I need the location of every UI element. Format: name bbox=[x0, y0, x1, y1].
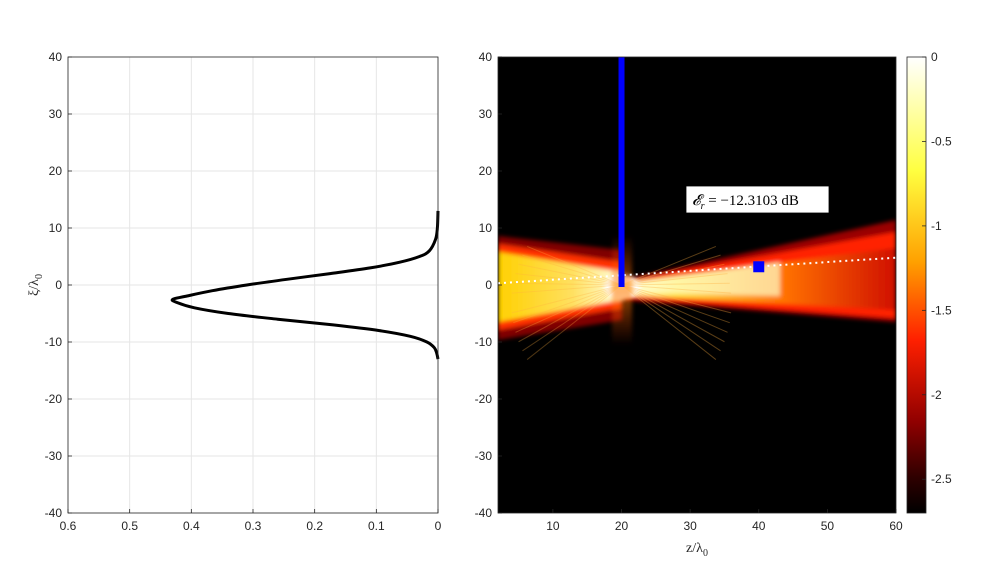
ripple-line bbox=[513, 282, 622, 286]
left-x-tick-label: 0.5 bbox=[121, 519, 138, 533]
ripple-line bbox=[621, 284, 732, 314]
right-y-ticks: 40 30 20 10 0 -10 -20 -30 -40 bbox=[475, 50, 502, 520]
ripple-line bbox=[621, 245, 717, 286]
ripple-line bbox=[621, 284, 717, 360]
ripple-line bbox=[518, 263, 622, 286]
left-x-ticks: 0.6 0.5 0.4 0.3 0.2 0.1 0 bbox=[60, 509, 442, 533]
ripple-line bbox=[526, 284, 622, 360]
left-panel: 0.6 0.5 0.4 0.3 0.2 0.1 0 40 30 20 10 0 -10 -20 -30 -4… bbox=[27, 50, 442, 533]
target-marker bbox=[753, 261, 765, 273]
ray-path bbox=[497, 256, 897, 285]
left-y-tick-label: 10 bbox=[49, 221, 63, 235]
diffraction-glow bbox=[612, 235, 632, 345]
ripple-line bbox=[522, 284, 622, 352]
ripple-line bbox=[621, 284, 725, 343]
ripple-line bbox=[515, 273, 622, 286]
right-x-tick-label: 60 bbox=[889, 519, 903, 533]
ripple-line bbox=[621, 284, 728, 333]
right-y-tick-label: -40 bbox=[475, 506, 493, 520]
right-y-tick-label: 0 bbox=[485, 278, 492, 292]
left-y-ticks: 40 30 20 10 0 -10 -20 -30 -40 bbox=[45, 50, 72, 520]
colorbar-gradient bbox=[907, 57, 926, 513]
right-x-tick-label: 10 bbox=[546, 519, 560, 533]
colorbar-tick-label: -0.5 bbox=[931, 134, 952, 148]
ripple-line bbox=[511, 284, 622, 294]
left-x-tick-label: 0.3 bbox=[245, 519, 262, 533]
ripple-line bbox=[621, 282, 730, 286]
ripple-line bbox=[621, 273, 728, 286]
colorbar-tick-label: -1.5 bbox=[931, 303, 952, 317]
right-x-tick-label: 30 bbox=[683, 519, 697, 533]
diffraction-ripples bbox=[511, 245, 732, 360]
left-y-label: ξ/λ0 bbox=[27, 274, 45, 296]
right-y-tick-label: 30 bbox=[479, 107, 493, 121]
colorbar-tick-label: -1 bbox=[931, 219, 942, 233]
ripple-line bbox=[515, 284, 622, 333]
right-y-tick-label: 10 bbox=[479, 221, 493, 235]
left-y-tick-label: 20 bbox=[49, 164, 63, 178]
right-y-tick-label: -10 bbox=[475, 335, 493, 349]
heatmap-field bbox=[498, 220, 896, 360]
ripple-line bbox=[518, 284, 622, 343]
colorbar-ticks: 0 -0.5 -1 -1.5 -2 -2.5 bbox=[922, 50, 952, 486]
right-y-tick-label: 20 bbox=[479, 164, 493, 178]
aperture-line bbox=[618, 57, 625, 287]
ripple-line bbox=[522, 254, 622, 286]
left-y-tick-label: 30 bbox=[49, 107, 63, 121]
colorbar-tick-label: 0 bbox=[931, 50, 938, 64]
profile-curve bbox=[170, 210, 440, 360]
left-x-tick-label: 0.2 bbox=[306, 519, 323, 533]
ripple-line bbox=[621, 284, 721, 352]
left-y-tick-label: -20 bbox=[45, 392, 63, 406]
left-y-tick-label: -40 bbox=[45, 506, 63, 520]
left-x-tick-label: 0 bbox=[435, 519, 442, 533]
left-y-tick-label: 0 bbox=[55, 278, 62, 292]
right-x-tick-label: 50 bbox=[821, 519, 835, 533]
ripple-line bbox=[621, 284, 732, 294]
ripple-line bbox=[621, 254, 721, 286]
left-x-tick-label: 0.4 bbox=[183, 519, 200, 533]
ripple-line bbox=[513, 284, 622, 324]
right-x-ticks: 10 20 30 40 50 60 bbox=[546, 509, 903, 533]
ripple-line bbox=[621, 263, 725, 286]
colorbar-tick-label: -2.5 bbox=[931, 472, 952, 486]
right-panel: 𝓔r = −12.3103 dB 10 20 30 40 50 60 40 30 20 10 0 -… bbox=[475, 50, 903, 559]
right-y-tick-label: -30 bbox=[475, 449, 493, 463]
right-x-label: z/λ0 bbox=[686, 541, 708, 559]
ripple-line bbox=[621, 284, 730, 324]
right-x-tick-label: 40 bbox=[752, 519, 766, 533]
ripple-line bbox=[511, 284, 622, 314]
annotation-box: 𝓔r = −12.3103 dB bbox=[685, 185, 830, 214]
right-y-tick-label: 40 bbox=[479, 50, 493, 64]
left-y-tick-label: 40 bbox=[49, 50, 63, 64]
left-y-tick-label: -30 bbox=[45, 449, 63, 463]
ripple-line bbox=[526, 245, 622, 286]
colorbar: 0 -0.5 -1 -1.5 -2 -2.5 bbox=[906, 50, 952, 514]
right-x-tick-label: 20 bbox=[615, 519, 629, 533]
colorbar-tick-label: -2 bbox=[931, 388, 942, 402]
right-beam-hot bbox=[622, 262, 780, 296]
left-x-tick-label: 0.1 bbox=[368, 519, 385, 533]
colorbar-box bbox=[906, 56, 927, 514]
left-beam-core bbox=[498, 252, 622, 322]
left-x-tick-label: 0.6 bbox=[60, 519, 77, 533]
left-y-tick-label: -10 bbox=[45, 335, 63, 349]
right-y-tick-label: -20 bbox=[475, 392, 493, 406]
